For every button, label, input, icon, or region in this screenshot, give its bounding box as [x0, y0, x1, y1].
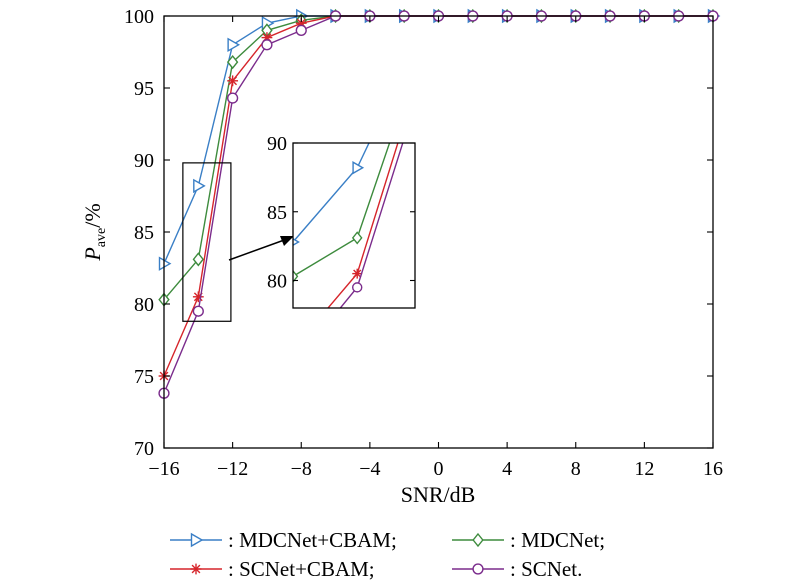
x-tick-label: 16	[703, 458, 723, 480]
legend-marker	[472, 563, 484, 575]
series-mdcnet	[158, 8, 719, 307]
plot-frame	[163, 15, 714, 449]
zoom-arrow-head	[280, 236, 294, 246]
data-point	[192, 291, 204, 303]
inset-y-tick-label: 90	[267, 133, 287, 155]
zoom-arrow	[228, 238, 288, 261]
data-point	[227, 75, 239, 87]
inset-series-mdcnet	[293, 143, 391, 283]
inset-frame	[292, 142, 416, 309]
x-tick-label: −8	[291, 458, 312, 480]
y-tick-label: 95	[134, 78, 154, 100]
main-series-group	[158, 8, 721, 399]
data-point	[192, 252, 205, 267]
legend-label: : MDCNet+CBAM;	[228, 528, 397, 552]
y-axis-label: Pave/%	[80, 203, 109, 261]
y-tick-label: 75	[134, 366, 154, 388]
series-line	[163, 15, 713, 394]
inset-y-tick-label: 85	[267, 202, 287, 224]
legend-label: : SCNet.	[510, 557, 582, 581]
legend-marker	[190, 563, 202, 575]
x-tick-label: −12	[217, 458, 248, 480]
inset-series-scnet-cbam	[288, 143, 399, 354]
inset-series-mdcnet-cbam	[293, 143, 370, 246]
x-axis-label: SNR/dB	[401, 482, 476, 507]
inset-data-point	[288, 361, 297, 370]
data-point	[226, 54, 239, 70]
legend-marker	[472, 532, 484, 548]
series-line	[163, 15, 713, 264]
legend-entry: : SCNet.	[452, 557, 582, 581]
legend-label: : MDCNet;	[510, 528, 605, 552]
inset-series-group	[288, 143, 404, 370]
series-scnet-cbam	[158, 10, 719, 382]
legend-entry: : MDCNet+CBAM;	[170, 528, 397, 552]
y-tick-label: 90	[134, 150, 154, 172]
series-line	[163, 15, 713, 377]
x-tick-label: 4	[502, 458, 512, 480]
inset-data-point	[288, 344, 298, 354]
y-tick-label: 100	[124, 6, 154, 28]
inset-data-point	[352, 161, 365, 175]
series-line	[163, 15, 713, 301]
y-tick-label: 70	[134, 438, 154, 460]
inset-axes: 80 85 90	[267, 133, 415, 293]
data-point	[227, 92, 239, 104]
data-point	[193, 178, 206, 194]
inset-series-scnet	[288, 143, 404, 370]
inset-data-point	[293, 269, 299, 283]
data-point	[192, 305, 204, 317]
inset-y-tick-label: 80	[267, 271, 287, 293]
series-mdcnet-cbam	[158, 8, 721, 271]
data-point	[295, 24, 307, 37]
data-point	[261, 39, 273, 51]
y-tick-label: 85	[134, 222, 154, 244]
x-tick-label: 8	[571, 458, 581, 480]
y-tick-label: 80	[134, 294, 154, 316]
x-tick-label: −16	[148, 458, 179, 480]
data-point	[227, 37, 241, 53]
legend: : MDCNet+CBAM; : MDCNet; : SCNet+CBAM; : SC…	[170, 528, 605, 581]
axes: −16 −12 −8 −4 0 4 8 12 16 70 75 80 85 90 95 100	[124, 6, 723, 480]
inset-data-point	[352, 282, 363, 293]
inset-data-point	[352, 268, 363, 279]
x-tick-label: 12	[634, 458, 654, 480]
legend-entry: : MDCNet;	[452, 528, 605, 552]
x-tick-label: −4	[359, 458, 380, 480]
legend-marker	[190, 532, 204, 548]
inset-data-point	[351, 231, 363, 245]
x-tick-label: 0	[434, 458, 444, 480]
legend-label: : SCNet+CBAM;	[228, 557, 375, 581]
legend-entry: : SCNet+CBAM;	[170, 557, 375, 581]
zoom-source-box	[182, 162, 232, 322]
data-point	[158, 256, 172, 271]
inset-data-point	[293, 238, 300, 246]
series-scnet	[158, 10, 719, 399]
